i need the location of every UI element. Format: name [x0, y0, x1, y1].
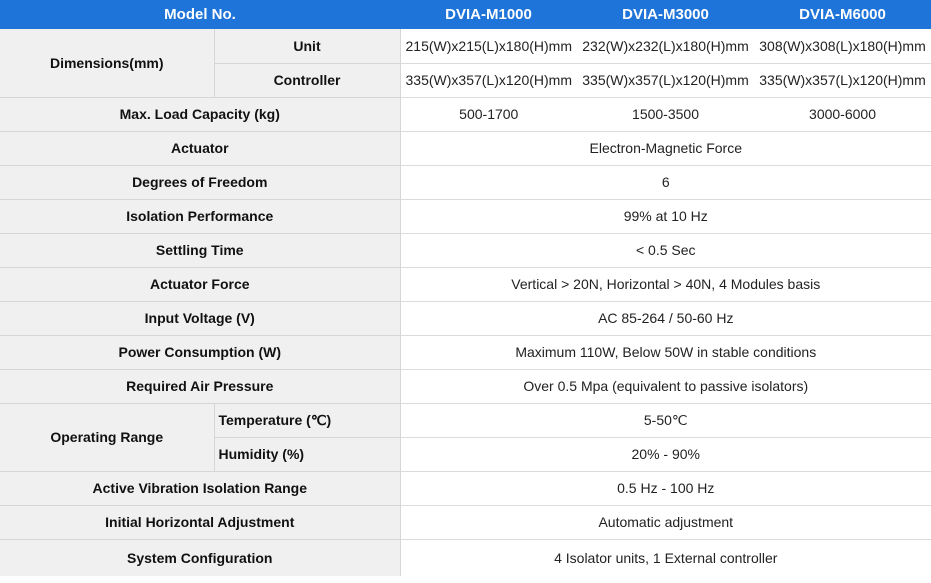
dimensions-label: Dimensions(mm): [0, 29, 215, 98]
operating-temp-row: Operating Range Temperature (℃) 5-50℃: [0, 403, 931, 472]
model-header-m6000: DVIA-M6000: [754, 0, 931, 29]
settling-label: Settling Time: [0, 233, 401, 268]
max-load-m3000: 1500-3500: [577, 97, 755, 132]
model-header-m3000: DVIA-M3000: [577, 0, 755, 29]
humidity-label: Humidity (%): [214, 437, 401, 472]
isolation-value: 99% at 10 Hz: [400, 199, 931, 234]
actuator-label: Actuator: [0, 131, 401, 166]
dimensions-controller-row: Controller 335(W)x357(L)x120(H)mm 335(W)…: [0, 63, 931, 98]
input-voltage-value: AC 85-264 / 50-60 Hz: [400, 301, 931, 336]
max-load-row: Max. Load Capacity (kg) 500-1700 1500-35…: [0, 97, 931, 132]
system-row: System Configuration 4 Isolator units, 1…: [0, 539, 931, 576]
horizontal-value: Automatic adjustment: [400, 505, 931, 540]
header-row: Model No. DVIA-M1000 DVIA-M3000 DVIA-M60…: [0, 0, 931, 29]
system-label: System Configuration: [0, 539, 401, 576]
controller-value-m3000: 335(W)x357(L)x120(H)mm: [577, 63, 755, 98]
settling-value: < 0.5 Sec: [400, 233, 931, 268]
actuator-force-row: Actuator Force Vertical > 20N, Horizonta…: [0, 267, 931, 302]
temperature-value: 5-50℃: [400, 403, 931, 438]
dof-row: Degrees of Freedom 6: [0, 165, 931, 200]
horizontal-row: Initial Horizontal Adjustment Automatic …: [0, 505, 931, 540]
max-load-m6000: 3000-6000: [754, 97, 931, 132]
active-range-row: Active Vibration Isolation Range 0.5 Hz …: [0, 471, 931, 506]
active-range-value: 0.5 Hz - 100 Hz: [400, 471, 931, 506]
input-voltage-label: Input Voltage (V): [0, 301, 401, 336]
isolation-label: Isolation Performance: [0, 199, 401, 234]
air-row: Required Air Pressure Over 0.5 Mpa (equi…: [0, 369, 931, 404]
controller-label: Controller: [214, 63, 401, 98]
model-no-header: Model No.: [0, 0, 401, 29]
unit-label: Unit: [214, 29, 401, 64]
air-label: Required Air Pressure: [0, 369, 401, 404]
actuator-force-label: Actuator Force: [0, 267, 401, 302]
power-row: Power Consumption (W) Maximum 110W, Belo…: [0, 335, 931, 370]
horizontal-label: Initial Horizontal Adjustment: [0, 505, 401, 540]
controller-value-m6000: 335(W)x357(L)x120(H)mm: [754, 63, 931, 98]
dof-label: Degrees of Freedom: [0, 165, 401, 200]
input-voltage-row: Input Voltage (V) AC 85-264 / 50-60 Hz: [0, 301, 931, 336]
controller-value-m1000: 335(W)x357(L)x120(H)mm: [400, 63, 578, 98]
isolation-row: Isolation Performance 99% at 10 Hz: [0, 199, 931, 234]
unit-value-m6000: 308(W)x308(L)x180(H)mm: [754, 29, 931, 64]
dimensions-unit-row: Dimensions(mm) Unit 215(W)x215(L)x180(H)…: [0, 29, 931, 98]
operating-humidity-row: Humidity (%) 20% - 90%: [0, 437, 931, 472]
humidity-value: 20% - 90%: [400, 437, 931, 472]
dof-value: 6: [400, 165, 931, 200]
active-range-label: Active Vibration Isolation Range: [0, 471, 401, 506]
unit-value-m1000: 215(W)x215(L)x180(H)mm: [400, 29, 578, 64]
max-load-m1000: 500-1700: [400, 97, 578, 132]
air-value: Over 0.5 Mpa (equivalent to passive isol…: [400, 369, 931, 404]
operating-range-label: Operating Range: [0, 403, 215, 472]
max-load-label: Max. Load Capacity (kg): [0, 97, 401, 132]
actuator-force-value: Vertical > 20N, Horizontal > 40N, 4 Modu…: [400, 267, 931, 302]
model-header-m1000: DVIA-M1000: [400, 0, 578, 29]
power-label: Power Consumption (W): [0, 335, 401, 370]
system-value: 4 Isolator units, 1 External controller: [400, 539, 931, 576]
actuator-row: Actuator Electron-Magnetic Force: [0, 131, 931, 166]
unit-value-m3000: 232(W)x232(L)x180(H)mm: [577, 29, 755, 64]
temperature-label: Temperature (℃): [214, 403, 401, 438]
actuator-value: Electron-Magnetic Force: [400, 131, 931, 166]
power-value: Maximum 110W, Below 50W in stable condit…: [400, 335, 931, 370]
settling-row: Settling Time < 0.5 Sec: [0, 233, 931, 268]
